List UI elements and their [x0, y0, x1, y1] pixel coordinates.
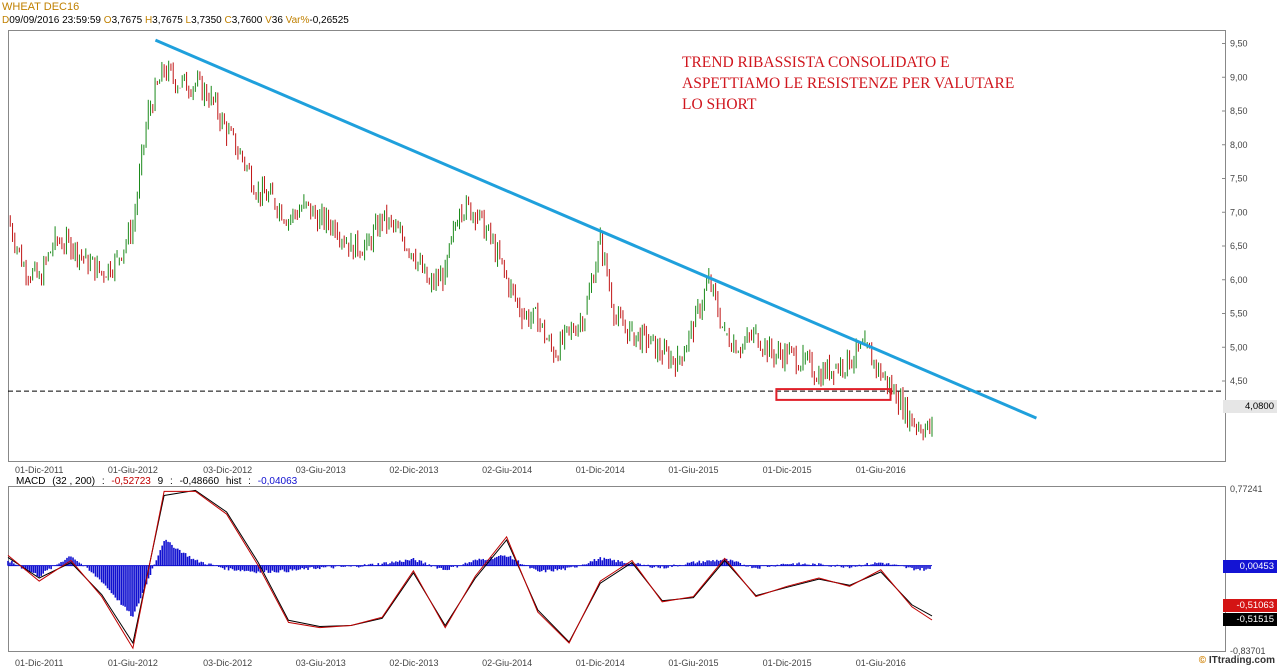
macd-value: -0,52723: [111, 476, 151, 487]
ohlc-value: -0,26525: [309, 15, 349, 26]
x-tick-label: 02-Dic-2013: [389, 465, 438, 475]
x-tick-label: 01-Dic-2011: [15, 465, 63, 475]
ohlc-key: V: [265, 15, 272, 26]
signal-value: -0,48660: [179, 476, 220, 487]
ohlc-value: 09/09/2016: [9, 15, 63, 26]
signal-line: [7, 489, 933, 645]
x-tick-label: 01-Giu-2012: [108, 658, 158, 668]
ohlc-key: C: [224, 15, 232, 26]
trendline: [154, 38, 1038, 420]
signal-label: 9: [157, 476, 164, 487]
ohlc-value: 3,7675: [111, 15, 145, 26]
support-box: [775, 388, 892, 401]
x-tick-label: 02-Giu-2014: [482, 465, 532, 475]
analysis-note-line: LO SHORT: [682, 96, 757, 113]
macd-name: MACD: [16, 476, 46, 487]
x-tick-label: 01-Giu-2012: [108, 465, 158, 475]
y-tick-label: 0,77241: [1230, 484, 1263, 494]
last-price-tag: 4,0800: [1223, 400, 1277, 413]
x-tick-label: 03-Giu-2013: [296, 465, 346, 475]
y-tick-label: 8,00: [1230, 140, 1248, 150]
analysis-note-line: TREND RIBASSISTA CONSOLIDATO E: [682, 54, 950, 71]
x-tick-label: 01-Dic-2014: [576, 465, 625, 475]
ohlc-key: Var%: [285, 15, 310, 26]
ohlc-key: H: [144, 15, 153, 26]
hist-label: hist: [225, 476, 242, 487]
y-tick-label: 6,50: [1230, 241, 1248, 251]
y-tick-label: 5,00: [1230, 342, 1248, 352]
x-tick-label: 01-Giu-2016: [856, 658, 906, 668]
ohlc-value: 3,7350: [191, 15, 225, 26]
ohlc-key: D: [2, 15, 10, 26]
y-tick-label: 9,50: [1230, 39, 1248, 49]
x-tick-label: 01-Giu-2015: [668, 658, 718, 668]
x-tick-label: 03-Dic-2012: [203, 465, 252, 475]
analysis-note: TREND RIBASSISTA CONSOLIDATO E ASPETTIAM…: [682, 52, 1102, 115]
macd-line: [7, 490, 933, 650]
y-tick-label: 5,50: [1230, 309, 1248, 319]
ohlc-key: L: [185, 15, 192, 26]
x-tick-label: 01-Dic-2014: [576, 658, 625, 668]
analysis-note-line: ASPETTIAMO LE RESISTENZE PER VALUTARE: [682, 75, 1015, 92]
ohlc-value: 3,7600: [231, 15, 266, 26]
x-tick-label: 02-Giu-2014: [482, 658, 532, 668]
x-tick-label: 03-Dic-2012: [203, 658, 252, 668]
credit-watermark: © ITtrading.com: [1198, 655, 1275, 666]
y-tick-label: 4,50: [1230, 376, 1248, 386]
macd-value-tag: -0,51063: [1223, 599, 1277, 612]
ohlc-value: 3,7675: [152, 15, 186, 26]
y-tick-label: -0,83701: [1230, 646, 1266, 656]
x-tick-label: 03-Giu-2013: [296, 658, 346, 668]
y-tick-label: 7,50: [1230, 174, 1248, 184]
x-tick-label: 01-Dic-2011: [15, 658, 63, 668]
x-tick-label: 02-Dic-2013: [389, 658, 438, 668]
ohlc-value: 23:59:59: [62, 15, 104, 26]
y-tick-label: 8,50: [1230, 106, 1248, 116]
instrument-title: WHEAT DEC16: [2, 1, 80, 13]
macd-readout: MACD (32 , 200) : -0,52723 9 : -0,48660 …: [16, 476, 298, 487]
x-tick-label: 01-Giu-2016: [856, 465, 906, 475]
ohlc-value: 36: [271, 15, 286, 26]
y-tick-label: 6,00: [1230, 275, 1248, 285]
hist-value: -0,04063: [257, 476, 298, 487]
signal-value-tag: -0,51515: [1223, 613, 1277, 626]
y-tick-label: 7,00: [1230, 207, 1248, 217]
x-tick-label: 01-Giu-2015: [668, 465, 718, 475]
hist-value-tag: 0,00453: [1223, 560, 1277, 573]
x-tick-label: 01-Dic-2015: [763, 658, 812, 668]
ohlc-readout: D09/09/2016 23:59:59 O3,7675 H3,7675 L3,…: [2, 15, 349, 26]
x-tick-label: 01-Dic-2015: [763, 465, 812, 475]
macd-params: (32 , 200): [52, 476, 96, 487]
ohlc-key: O: [103, 15, 112, 26]
y-tick-label: 9,00: [1230, 72, 1248, 82]
